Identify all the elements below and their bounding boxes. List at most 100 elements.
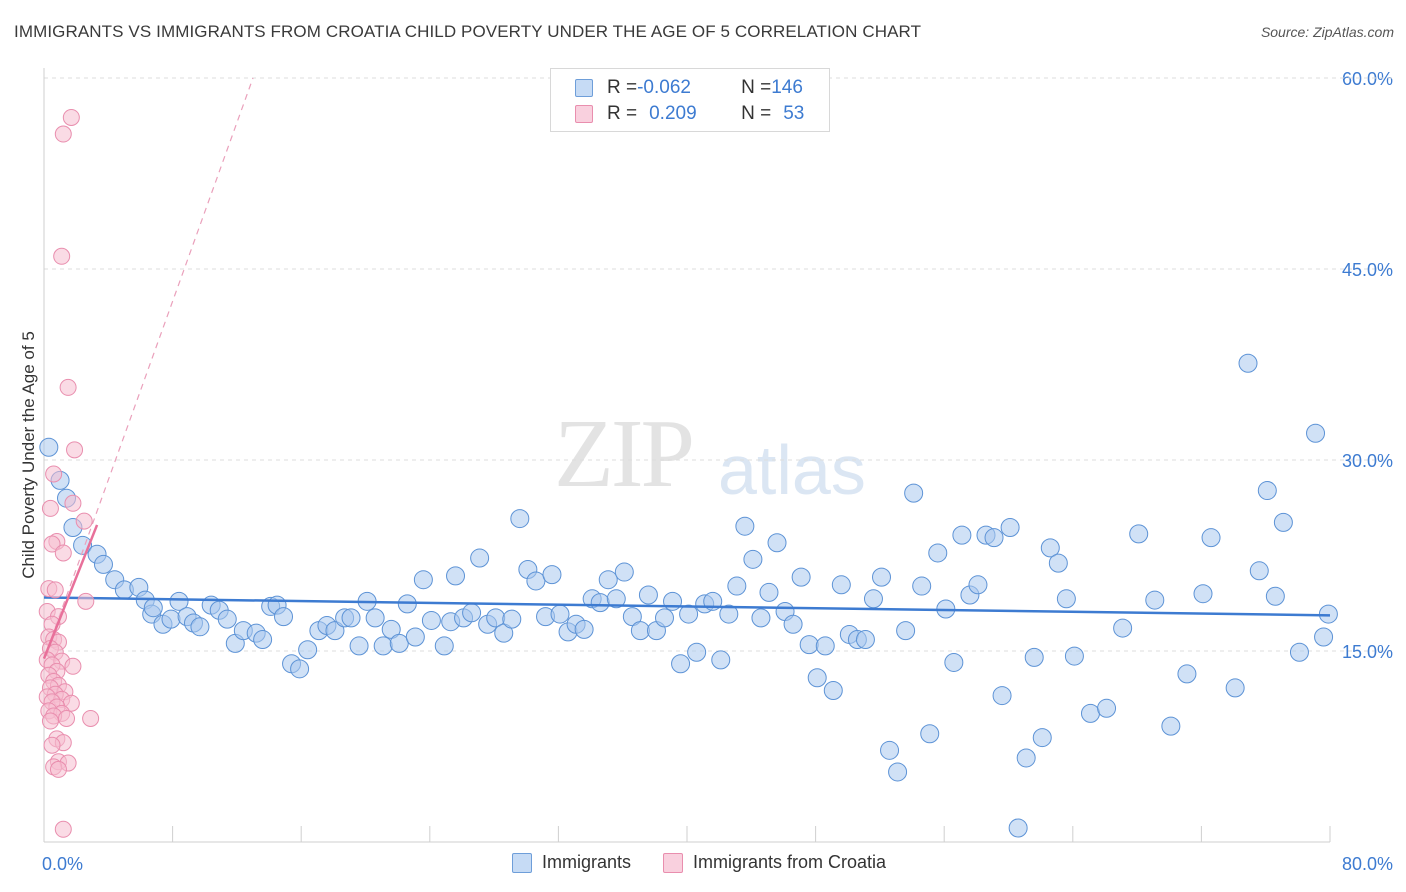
point-immigrants <box>855 630 875 650</box>
point-immigrants <box>863 589 883 609</box>
point-croatia <box>82 709 100 727</box>
point-immigrants <box>542 565 562 585</box>
point-immigrants <box>1265 586 1285 606</box>
point-immigrants <box>896 621 916 641</box>
point-immigrants <box>1097 698 1117 718</box>
y-tick-label: 15.0% <box>1342 642 1393 662</box>
point-croatia <box>43 736 61 754</box>
n-label: N = <box>741 77 772 98</box>
point-immigrants <box>446 566 466 586</box>
point-immigrants <box>1273 512 1293 532</box>
point-immigrants <box>373 636 393 656</box>
point-immigrants <box>920 724 940 744</box>
point-croatia <box>53 247 71 265</box>
point-immigrants <box>687 642 707 662</box>
r-value: -0.062 <box>637 77 691 98</box>
point-immigrants <box>389 633 409 653</box>
point-immigrants <box>1048 553 1068 573</box>
point-immigrants <box>1257 481 1277 501</box>
point-immigrants <box>992 686 1012 706</box>
y-tick-label: 45.0% <box>1342 260 1393 280</box>
point-croatia <box>62 108 80 126</box>
point-croatia <box>77 592 95 610</box>
point-immigrants <box>598 570 618 590</box>
point-immigrants <box>93 554 113 574</box>
point-immigrants <box>791 567 811 587</box>
point-immigrants <box>719 604 739 624</box>
source-label: Source: ZipAtlas.com <box>1260 24 1394 40</box>
point-croatia <box>59 378 77 396</box>
point-immigrants <box>711 650 731 670</box>
point-immigrants <box>807 668 827 688</box>
point-immigrants <box>1129 524 1149 544</box>
y-tick-label: 30.0% <box>1342 451 1393 471</box>
point-croatia <box>64 494 82 512</box>
point-immigrants <box>1289 642 1309 662</box>
point-immigrants <box>1314 627 1334 647</box>
stats-legend: R = -0.062 N = 146 R = 0.209 N = 53 <box>550 68 830 132</box>
trendline-immigrants <box>43 596 1331 617</box>
point-immigrants <box>727 576 747 596</box>
point-immigrants <box>421 610 441 630</box>
point-immigrants <box>590 593 610 613</box>
legend-swatch-blue <box>575 79 593 97</box>
point-immigrants <box>679 604 699 624</box>
point-immigrants <box>663 591 683 611</box>
point-croatia <box>66 441 84 459</box>
point-immigrants <box>1040 538 1060 558</box>
watermark-atlas: atlas <box>718 431 866 509</box>
point-immigrants <box>1024 647 1044 667</box>
point-immigrants <box>1161 716 1181 736</box>
point-immigrants <box>928 543 948 563</box>
point-immigrants <box>671 654 691 674</box>
legend-label: Immigrants <box>542 852 632 872</box>
trendline-croatia <box>42 524 99 660</box>
point-immigrants <box>799 635 819 655</box>
point-immigrants <box>550 604 570 624</box>
point-croatia <box>54 544 72 562</box>
point-immigrants <box>1306 423 1326 443</box>
point-croatia <box>41 499 59 517</box>
point-immigrants <box>952 525 972 545</box>
point-immigrants <box>365 608 385 628</box>
point-immigrants <box>1238 353 1258 373</box>
r-label: R = <box>607 103 638 124</box>
point-immigrants <box>1056 589 1076 609</box>
stats-legend-row-croatia: R = 0.209 N = 53 <box>575 103 804 125</box>
point-immigrants <box>1080 703 1100 723</box>
point-immigrants <box>169 591 189 611</box>
point-immigrants <box>880 740 900 760</box>
x-tick-label: 80.0% <box>1342 854 1393 874</box>
point-croatia <box>45 465 63 483</box>
legend-item-immigrants: Immigrants <box>512 852 631 873</box>
point-immigrants <box>341 608 361 628</box>
point-immigrants <box>831 575 851 595</box>
point-immigrants <box>526 571 546 591</box>
point-immigrants <box>815 636 835 656</box>
point-croatia <box>58 709 76 727</box>
point-immigrants <box>968 575 988 595</box>
point-immigrants <box>743 549 763 569</box>
point-croatia <box>64 657 82 675</box>
point-immigrants <box>1249 561 1269 581</box>
point-immigrants <box>462 603 482 623</box>
point-immigrants <box>1225 678 1245 698</box>
x-tick-label: 0.0% <box>42 854 83 874</box>
point-immigrants <box>349 636 369 656</box>
point-immigrants <box>470 548 490 568</box>
point-immigrants <box>274 607 294 627</box>
point-immigrants <box>1201 528 1221 548</box>
point-immigrants <box>39 437 59 457</box>
point-immigrants <box>888 762 908 782</box>
point-immigrants <box>759 582 779 602</box>
legend-swatch-blue <box>512 852 532 873</box>
n-value: 146 <box>771 77 803 98</box>
legend-swatch-pink <box>663 852 684 873</box>
point-immigrants <box>1145 590 1165 610</box>
n-label: N = <box>741 103 772 124</box>
point-croatia <box>49 760 67 778</box>
point-immigrants <box>1177 664 1197 684</box>
legend-label: Immigrants from Croatia <box>693 852 887 872</box>
point-immigrants <box>1000 517 1020 537</box>
